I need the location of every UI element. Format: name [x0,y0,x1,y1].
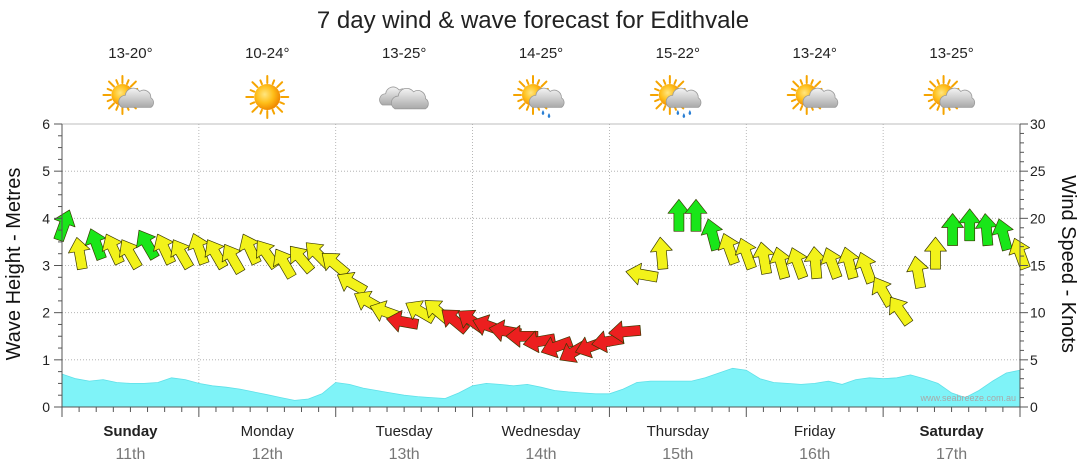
source-credit: www.seabreeze.com.au [919,393,1016,403]
plot-frame [61,123,1021,408]
wind-arrow [684,198,708,232]
day-date: 14th [525,446,556,463]
y-tick-label-left: 3 [42,258,50,274]
wind-arrow [221,243,246,275]
wind-arrow [53,209,76,243]
y-tick-label-left: 2 [42,305,50,321]
day-date: 15th [662,446,693,463]
temperature-range: 15-22° [656,45,700,62]
chart-title: 7 day wind & wave forecast for Edithvale [317,7,749,34]
y-axis-right-label: Wind Speed - Knots [1057,175,1079,353]
y-tick-label-right: 5 [1030,352,1038,368]
wind-arrow [625,262,659,286]
rain-icon [649,75,702,118]
wind-arrow [854,251,877,285]
y-tick-label-left: 5 [42,163,50,179]
wind-arrow [68,237,91,271]
wind-arrow [717,233,740,266]
y-tick-label-right: 15 [1030,258,1046,274]
wind-arrow [906,255,929,289]
day-label: Wednesday [502,423,581,440]
y-tick-label-right: 10 [1030,305,1046,321]
day-date: 11th [115,446,145,463]
y-tick-label-right: 20 [1030,210,1046,226]
y-axis-left-label: Wave Height - Metres [3,168,25,361]
wind-arrow [889,296,914,327]
day-label: Saturday [919,423,984,440]
wind-arrow [991,218,1014,252]
cloudy-icon [379,86,429,110]
wind-arrow [924,236,947,270]
temperature-range: 13-24° [793,45,837,62]
y-tick-label-right: 30 [1030,116,1046,132]
temperature-range: 10-24° [245,45,289,62]
day-label: Friday [794,423,836,440]
temperature-range: 13-20° [108,45,152,62]
y-tick-label-left: 0 [42,399,50,415]
day-label: Thursday [647,423,710,440]
wind-arrow [786,247,809,280]
partly-cloudy-icon [786,75,839,115]
day-date: 13th [389,446,420,463]
y-tick-label-right: 0 [1030,399,1038,415]
day-date: 17th [936,446,967,463]
wind-arrow [667,198,691,232]
partly-cloudy-icon [923,75,976,115]
wave-height-area [61,367,1021,408]
wind-arrow [386,310,420,333]
wind-arrow [700,218,723,252]
y-tick-label-left: 6 [42,116,50,132]
y-tick-label-right: 25 [1030,163,1046,179]
temperature-range: 14-25° [519,45,563,62]
wind-arrow [522,330,557,354]
partly-cloudy-icon [102,75,154,115]
sunny-icon [245,75,290,119]
wind-arrow [136,229,160,261]
y-tick-label-left: 1 [42,352,50,368]
wind-arrow [650,236,673,270]
wind-arrow [608,320,642,344]
day-date: 16th [799,446,830,463]
wind-arrow [941,213,964,246]
temperature-range: 13-25° [929,45,973,62]
wind-arrow [336,272,368,296]
temperature-range: 13-25° [382,45,426,62]
day-date: 12th [252,446,283,463]
wind-arrow [540,336,574,359]
showers-icon [513,75,565,118]
day-label: Tuesday [376,423,433,440]
wind-arrow [734,237,757,271]
y-tick-label-left: 4 [42,210,50,226]
day-label: Sunday [103,423,158,440]
day-label: Monday [241,423,295,440]
